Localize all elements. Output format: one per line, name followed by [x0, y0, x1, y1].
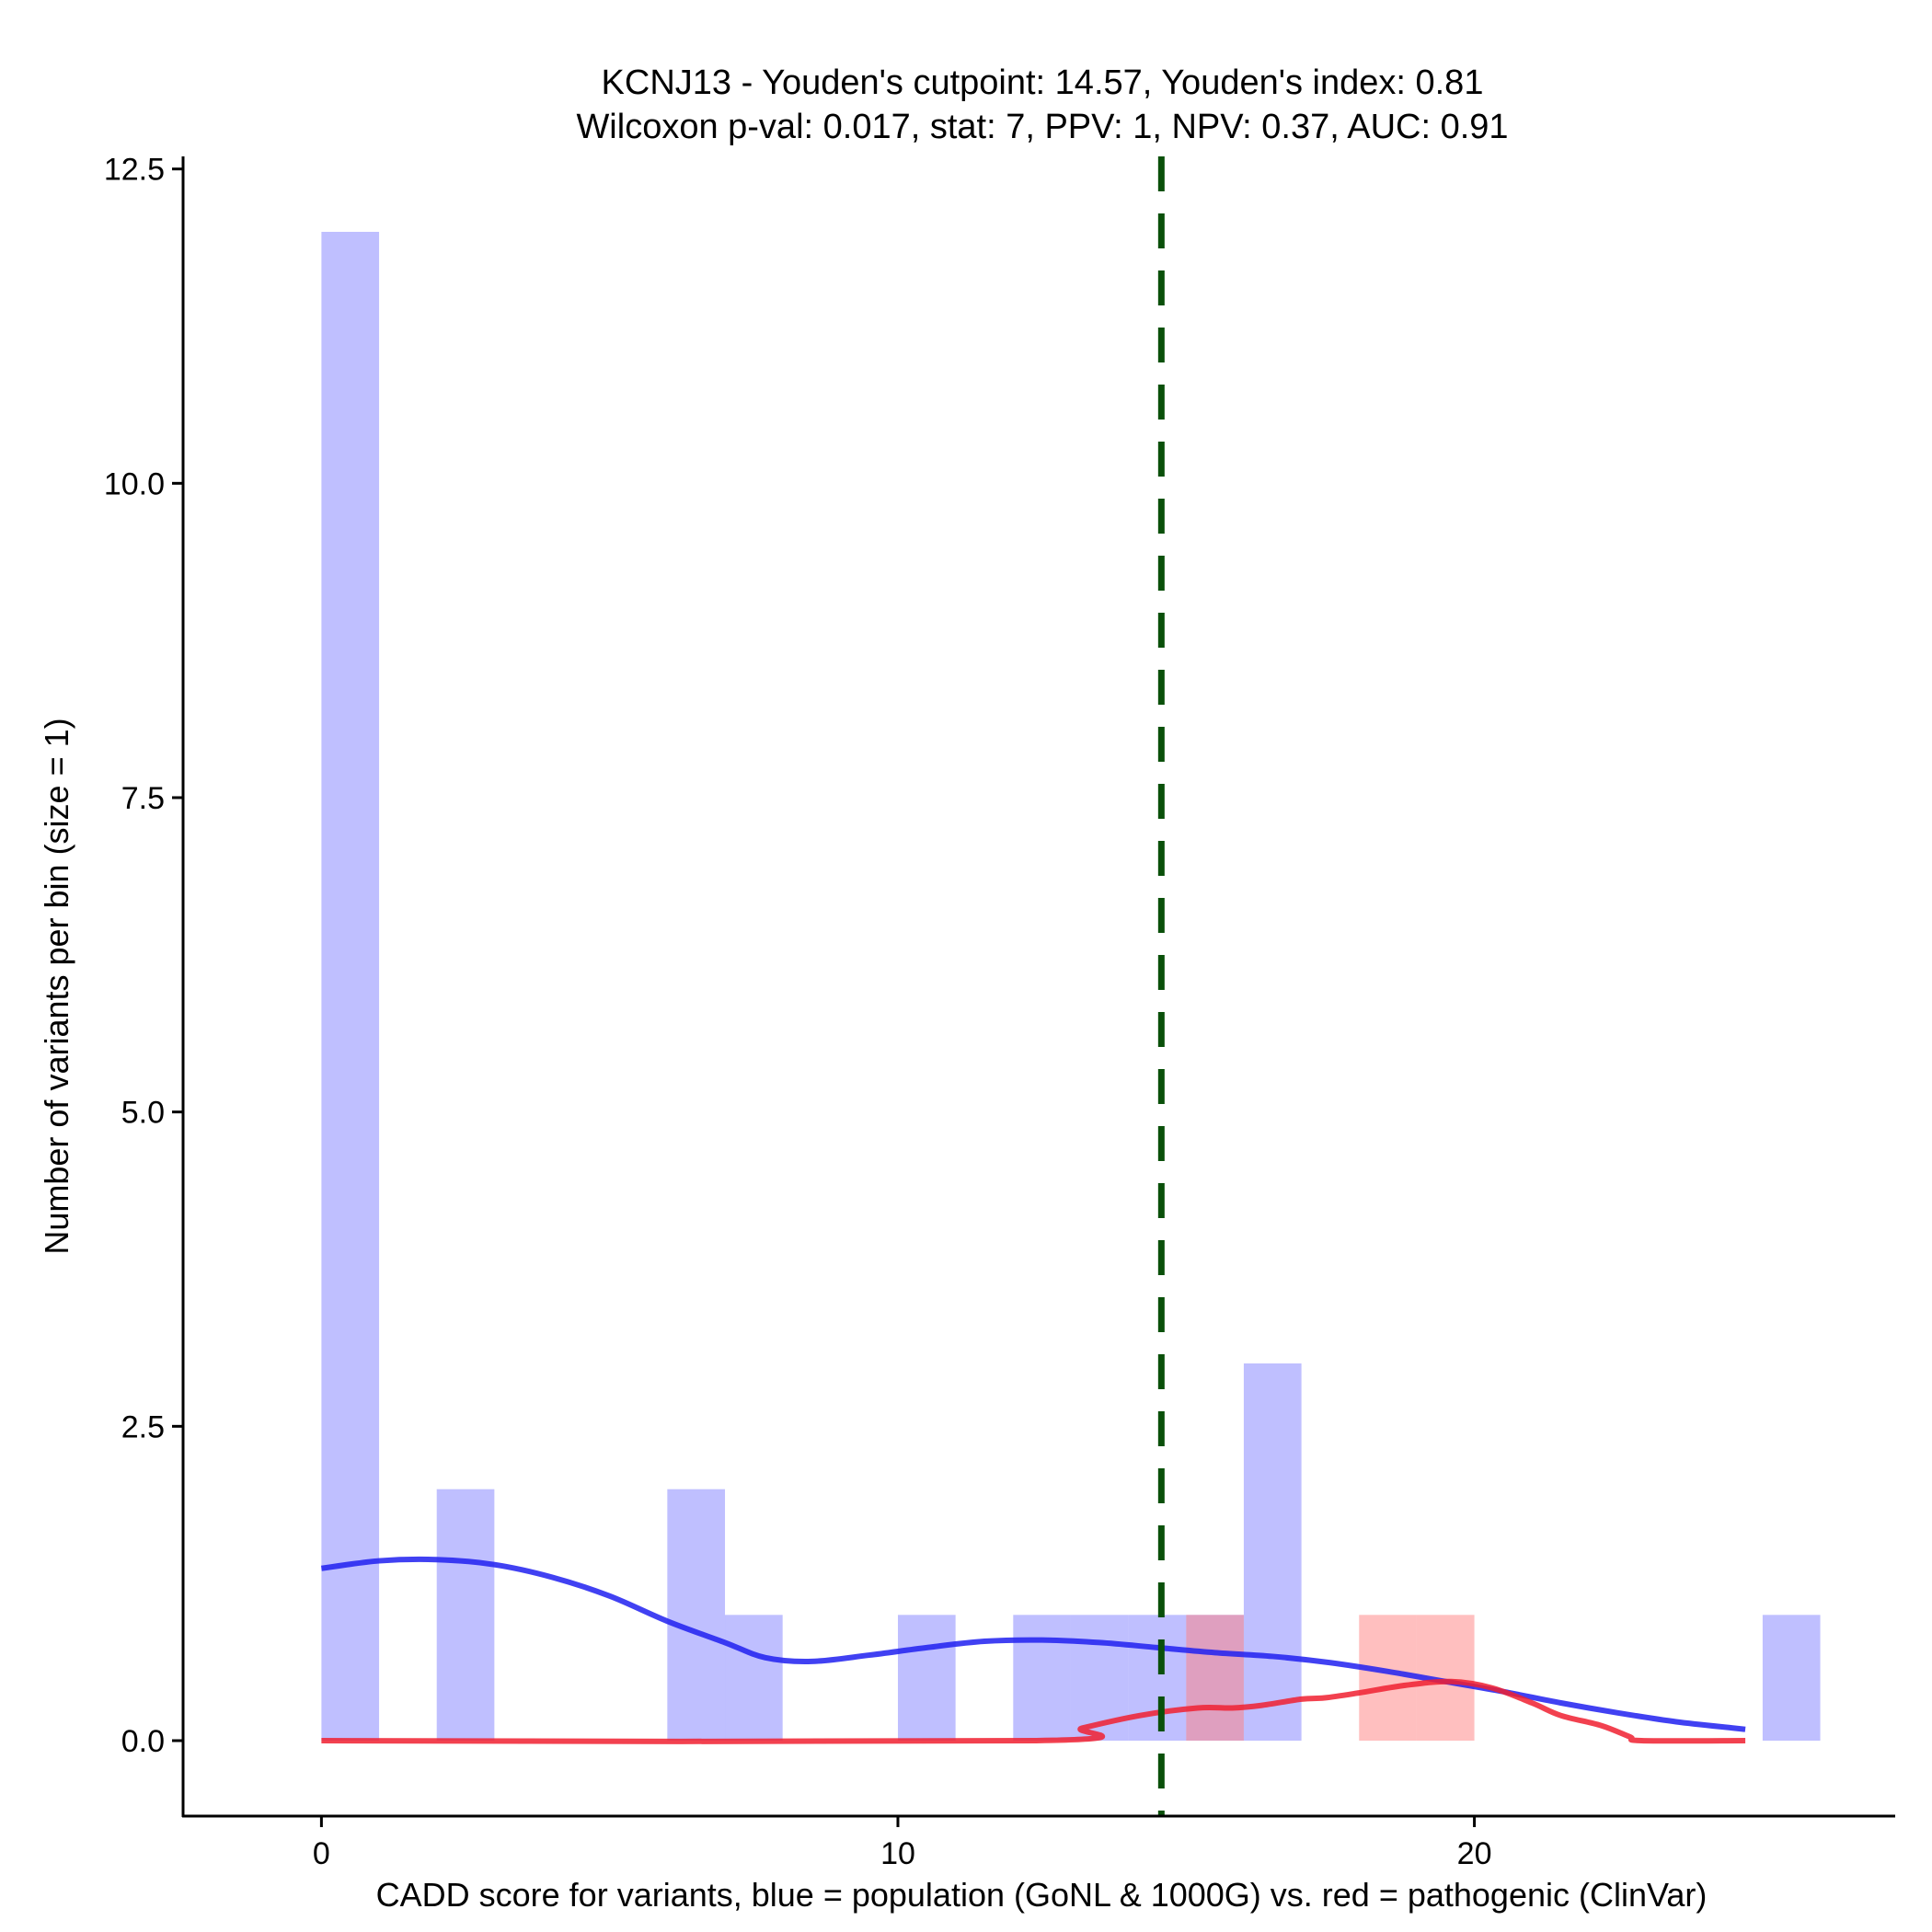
population-density-line — [320, 1556, 1746, 1732]
x-axis-ticks: 0 10 20 — [313, 1816, 1492, 1871]
chart-title-line-1: KCNJ13 - Youden's cutpoint: 14.57, Youde… — [602, 63, 1484, 102]
population-bar — [667, 1489, 726, 1741]
axes — [181, 156, 1895, 1818]
x-axis-title: CADD score for variants, blue = populati… — [376, 1876, 1708, 1914]
population-bar — [1128, 1615, 1187, 1741]
population-bar — [1243, 1363, 1302, 1741]
pathogenic-bar — [1186, 1615, 1244, 1741]
histogram-bars — [321, 232, 1821, 1741]
y-axis-title: Number of variants per bin (size = 1) — [38, 718, 75, 1254]
chart-title-line-2: Wilcoxon p-val: 0.017, stat: 7, PPV: 1, … — [576, 108, 1508, 146]
population-bar — [1013, 1615, 1071, 1741]
y-tick-label: 0.0 — [121, 1724, 165, 1759]
population-bar — [897, 1615, 956, 1741]
y-tick-label: 5.0 — [121, 1096, 165, 1131]
y-axis-ticks: 0.0 2.5 5.0 7.5 10.0 12.5 — [104, 153, 183, 1759]
population-bar — [1762, 1615, 1821, 1741]
density-curves — [320, 1556, 1746, 1745]
population-bar — [725, 1615, 783, 1741]
x-tick-label: 0 — [313, 1836, 330, 1871]
y-tick-label: 7.5 — [121, 781, 165, 816]
y-tick-label: 10.0 — [104, 466, 165, 501]
pathogenic-bar — [1359, 1615, 1417, 1741]
pathogenic-density-line — [321, 1678, 1746, 1745]
x-tick-label: 20 — [1457, 1836, 1492, 1871]
x-tick-label: 10 — [880, 1836, 915, 1871]
population-bar — [321, 232, 380, 1741]
y-tick-label: 12.5 — [104, 153, 165, 188]
population-bar — [436, 1489, 495, 1741]
y-tick-label: 2.5 — [121, 1409, 165, 1444]
